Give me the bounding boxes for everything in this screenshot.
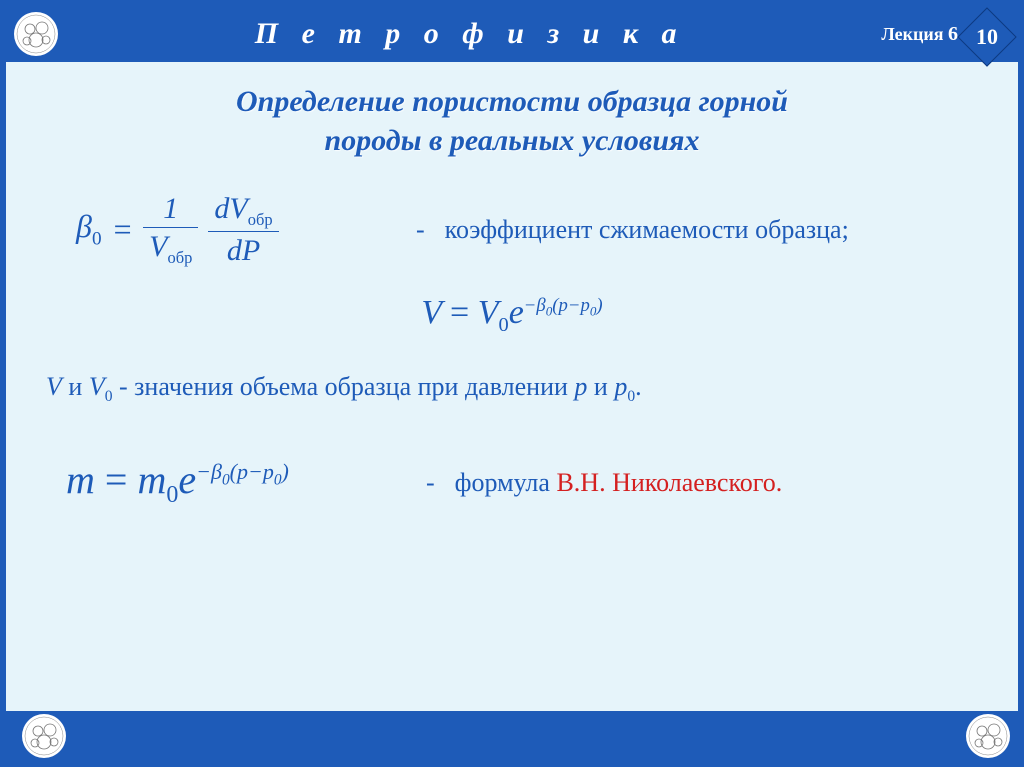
header-title: П е т р о ф и з и к а: [58, 17, 881, 51]
footer-bar: [6, 711, 1018, 761]
header-bar: П е т р о ф и з и к а Лекция 6: [6, 6, 1018, 62]
lecture-word: Лекция: [881, 24, 943, 44]
formula1-description: -коэффициент сжимаемости образца;: [416, 215, 849, 245]
formula-beta0: β0 = 1 Vобр dVобр dP: [76, 190, 416, 269]
footer-logo-left: [22, 714, 66, 758]
footer-logo-right: [966, 714, 1010, 758]
formula-volume: V = V0e−β0(p−p0): [46, 294, 978, 337]
formula3-description: -формула В.Н. Николаевского.: [426, 468, 782, 498]
lecture-number: 6: [948, 23, 958, 45]
slide-number: 10: [976, 24, 998, 50]
slide-subtitle: Определение пористости образца горной по…: [46, 82, 978, 160]
formula3-row: m = m0e−β0(p−p0) -формула В.Н. Николаевс…: [46, 456, 978, 509]
header-logo-left: [14, 12, 58, 56]
author-name: В.Н. Николаевского.: [556, 468, 782, 497]
lecture-label: Лекция 6: [881, 23, 958, 46]
formula-nikolaevsky: m = m0e−β0(p−p0): [66, 456, 426, 509]
volume-definition-text: V и V0 - значения объема образца при дав…: [46, 372, 978, 406]
slide: П е т р о ф и з и к а Лекция 6 10 Опреде…: [0, 0, 1024, 767]
formula1-row: β0 = 1 Vобр dVобр dP -коэффициент сжимае…: [46, 190, 978, 269]
subtitle-line2: породы в реальных условиях: [325, 124, 700, 157]
subtitle-line1: Определение пористости образца горной: [236, 85, 788, 118]
content-area: Определение пористости образца горной по…: [6, 62, 1018, 711]
